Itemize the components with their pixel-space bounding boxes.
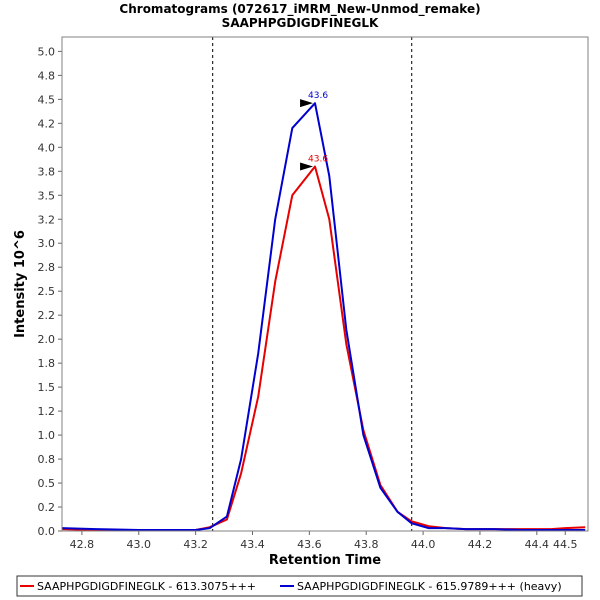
- y-tick-label: 4.2: [38, 117, 56, 130]
- y-tick-label: 0.5: [38, 477, 56, 490]
- y-tick-label: 5.0: [38, 45, 56, 58]
- x-tick-label: 44.0: [411, 538, 436, 551]
- peak-label-heavy: 43.6: [308, 91, 328, 101]
- y-tick-label: 3.8: [38, 165, 56, 178]
- y-tick-label: 0.0: [38, 525, 56, 538]
- y-tick-label: 3.5: [38, 189, 56, 202]
- x-tick-label: 43.0: [127, 538, 152, 551]
- y-tick-label: 4.8: [38, 69, 56, 82]
- legend: SAAPHPGDIGDFINEGLK - 613.3075+++ SAAPHPG…: [16, 575, 583, 597]
- legend-label-light: SAAPHPGDIGDFINEGLK - 613.3075+++: [37, 580, 256, 593]
- y-tick-label: 1.0: [38, 429, 56, 442]
- legend-label-heavy: SAAPHPGDIGDFINEGLK - 615.9789+++ (heavy): [297, 580, 562, 593]
- x-tick-label: 42.8: [70, 538, 95, 551]
- y-tick-label: 4.0: [38, 141, 56, 154]
- plot-area: 0.0 0.2 0.5 0.8 1.0 1.2 1.5 1.8 2.0 2.2 2.5 2.8 3.0 3…: [38, 37, 586, 551]
- y-tick-label: 0.2: [38, 501, 56, 514]
- x-axis-label: Retention Time: [269, 553, 381, 568]
- y-tick-label: 2.0: [38, 333, 56, 346]
- y-axis-label: Intensity 10^6: [13, 230, 28, 338]
- y-tick-label: 1.8: [38, 357, 56, 370]
- x-tick-label: 44.2: [468, 538, 493, 551]
- x-tick-label: 44.4: [525, 538, 550, 551]
- series-line-heavy: [61, 102, 586, 531]
- peak-label-light: 43.6: [308, 154, 328, 164]
- y-tick-label: 2.2: [38, 309, 56, 322]
- chart-subtitle: SAAPHPGDIGDFINEGLK: [222, 16, 379, 30]
- y-tick-label: 4.5: [38, 93, 56, 106]
- y-tick-label: 3.2: [38, 213, 56, 226]
- x-tick-label: 44.5: [553, 538, 578, 551]
- x-tick-label: 43.4: [240, 538, 265, 551]
- x-tick-label: 43.2: [183, 538, 208, 551]
- x-tick-label: 43.6: [297, 538, 322, 551]
- y-tick-label: 1.2: [38, 405, 56, 418]
- chart-title: Chromatograms (072617_iMRM_New-Unmod_rem…: [119, 2, 480, 17]
- y-tick-label: 0.8: [38, 453, 56, 466]
- y-tick-label: 1.5: [38, 381, 56, 394]
- x-tick-label: 43.8: [354, 538, 379, 551]
- plot-frame: [61, 36, 589, 532]
- peak-marker-light: [300, 162, 314, 171]
- peak-marker-heavy: [300, 99, 314, 108]
- y-tick-label: 2.5: [38, 285, 56, 298]
- y-tick-label: 3.0: [38, 237, 56, 250]
- y-tick-label: 2.8: [38, 261, 56, 274]
- legend-box: [16, 575, 583, 597]
